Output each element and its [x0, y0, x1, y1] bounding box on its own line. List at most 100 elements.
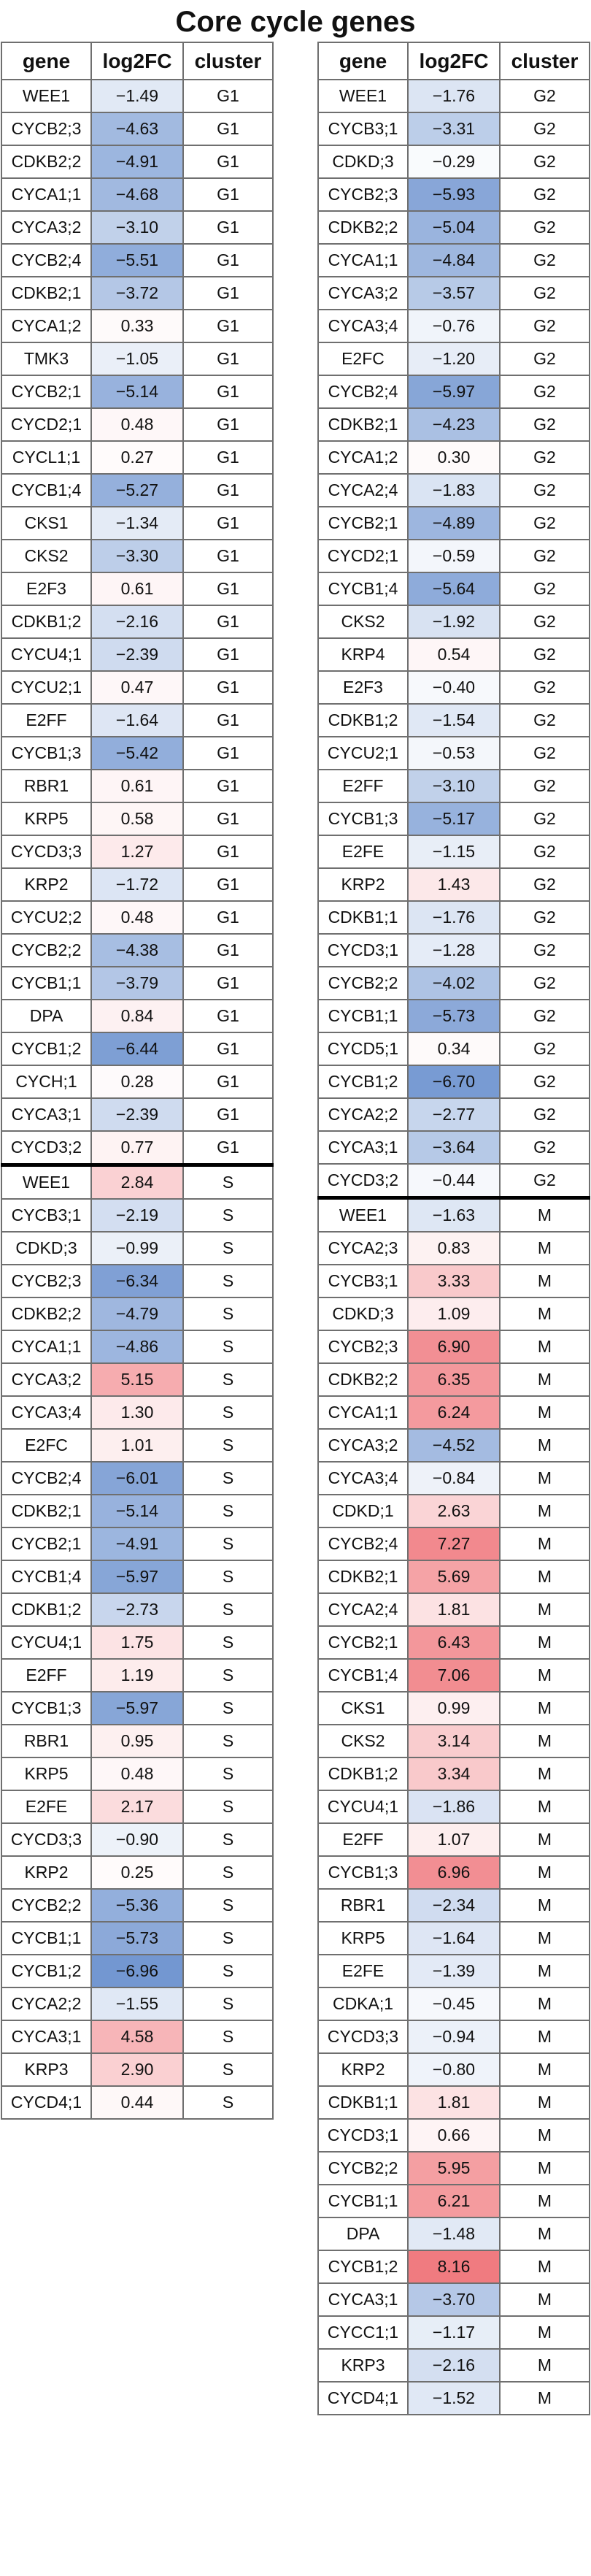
- gene-cell: CYCU4;1: [1, 637, 92, 672]
- cluster-cell: S: [182, 1264, 274, 1298]
- gene-cell: CYCD3;1: [317, 933, 409, 967]
- table-row: CYCB2;3 −5.93 G2: [317, 177, 590, 212]
- gene-cell: CDKB2;1: [1, 276, 92, 310]
- gene-cell: CYCB1;4: [1, 1560, 92, 1594]
- gene-cell: E2F3: [317, 670, 409, 705]
- cluster-cell: M: [499, 1330, 590, 1364]
- log2fc-cell: 1.81: [407, 1592, 501, 1627]
- log2fc-cell: 0.27: [90, 440, 184, 475]
- table-row: CDKB1;2 −2.16 G1: [1, 605, 274, 639]
- cluster-cell: G2: [499, 802, 590, 836]
- cluster-cell: M: [499, 2052, 590, 2087]
- gene-cell: CYCL1;1: [1, 440, 92, 475]
- gene-cell: CDKB2;2: [317, 210, 409, 245]
- gene-cell: CYCA2;2: [1, 1987, 92, 2021]
- table-row: CDKB2;2 −4.79 S: [1, 1297, 274, 1331]
- log2fc-cell: −4.84: [407, 243, 501, 277]
- log2fc-cell: 0.66: [407, 2118, 501, 2153]
- cluster-cell: G1: [182, 572, 274, 606]
- table-row: CDKB2;1 −5.14 S: [1, 1494, 274, 1528]
- log2fc-cell: 6.43: [407, 1625, 501, 1660]
- cluster-cell: G2: [499, 835, 590, 869]
- table-row: E2FE −1.39 M: [317, 1954, 590, 1988]
- cluster-cell: G2: [499, 933, 590, 967]
- gene-cell: CYCB1;3: [317, 802, 409, 836]
- log2fc-cell: 4.58: [90, 2020, 184, 2054]
- table-row: E2FF −3.10 G2: [317, 769, 590, 803]
- log2fc-cell: −2.16: [407, 2348, 501, 2383]
- table-row: CYCB1;1 6.21 M: [317, 2184, 590, 2218]
- log2fc-cell: 1.09: [407, 1297, 501, 1331]
- gene-cell: CYCD3;2: [1, 1130, 92, 1166]
- gene-cell: CYCB1;1: [1, 1921, 92, 1955]
- cluster-cell: G1: [182, 342, 274, 376]
- cluster-cell: S: [182, 2085, 274, 2120]
- table-row: CYCU4;1 −1.86 M: [317, 1790, 590, 1824]
- cluster-cell: M: [499, 1395, 590, 1430]
- log2fc-cell: −1.39: [407, 1954, 501, 1988]
- gene-cell: CYCA3;1: [317, 2282, 409, 2317]
- cluster-cell: M: [499, 1855, 590, 1890]
- table-row: CDKB2;2 −4.91 G1: [1, 145, 274, 179]
- table-row: CYCA1;2 0.33 G1: [1, 309, 274, 343]
- cluster-cell: S: [182, 1658, 274, 1693]
- cluster-cell: M: [499, 1954, 590, 1988]
- gene-cell: CKS2: [1, 539, 92, 573]
- log2fc-cell: −0.44: [407, 1163, 501, 1199]
- gene-cell: CKS1: [1, 506, 92, 540]
- log2fc-cell: −1.48: [407, 2217, 501, 2251]
- log2fc-cell: −2.19: [90, 1198, 184, 1233]
- gene-cell: CYCA3;4: [1, 1395, 92, 1430]
- cluster-cell: G1: [182, 802, 274, 836]
- gene-cell: CYCA3;2: [1, 1362, 92, 1397]
- table-row: CYCB2;4 −5.51 G1: [1, 243, 274, 277]
- gene-cell: CDKB1;2: [1, 1592, 92, 1627]
- gene-cell: CYCB2;2: [1, 933, 92, 967]
- cluster-cell: M: [499, 1888, 590, 1923]
- log2fc-cell: −1.54: [407, 703, 501, 737]
- table-row: E2FE 2.17 S: [1, 1790, 274, 1824]
- log2fc-cell: −2.39: [90, 637, 184, 672]
- cluster-cell: S: [182, 1921, 274, 1955]
- cluster-cell: M: [499, 1790, 590, 1824]
- log2fc-cell: 2.84: [90, 1163, 184, 1200]
- column-header-log2fc: log2FC: [90, 42, 184, 80]
- table-row: CYCU4;1 −2.39 G1: [1, 637, 274, 672]
- cluster-cell: G1: [182, 1130, 274, 1166]
- log2fc-cell: −1.83: [407, 473, 501, 507]
- gene-cell: CYCD5;1: [317, 1032, 409, 1066]
- log2fc-cell: −5.14: [90, 1494, 184, 1528]
- log2fc-cell: 0.61: [90, 572, 184, 606]
- table-row: CYCB1;4 7.06 M: [317, 1658, 590, 1693]
- chart-title: Core cycle genes: [175, 6, 416, 38]
- table-row: CYCA3;4 1.30 S: [1, 1395, 274, 1430]
- gene-cell: WEE1: [317, 1196, 409, 1233]
- log2fc-cell: −5.97: [407, 375, 501, 409]
- log2fc-cell: −4.63: [90, 112, 184, 146]
- log2fc-cell: 1.75: [90, 1625, 184, 1660]
- table-row: CYCB1;2 −6.96 S: [1, 1954, 274, 1988]
- log2fc-cell: −0.40: [407, 670, 501, 705]
- cluster-cell: S: [182, 1395, 274, 1430]
- table-row: CDKD;3 −0.29 G2: [317, 145, 590, 179]
- gene-cell: CKS1: [317, 1691, 409, 1725]
- log2fc-cell: 0.58: [90, 802, 184, 836]
- table-row: DPA −1.48 M: [317, 2217, 590, 2251]
- cluster-cell: G2: [499, 1065, 590, 1099]
- cluster-cell: M: [499, 2118, 590, 2153]
- log2fc-cell: −0.45: [407, 1987, 501, 2021]
- log2fc-cell: −5.42: [90, 736, 184, 770]
- gene-cell: CYCH;1: [1, 1065, 92, 1099]
- cluster-cell: M: [499, 1625, 590, 1660]
- log2fc-cell: −6.01: [90, 1461, 184, 1495]
- cluster-cell: G2: [499, 1032, 590, 1066]
- gene-cell: CYCA3;4: [317, 1461, 409, 1495]
- gene-cell: CYCB1;3: [317, 1855, 409, 1890]
- gene-cell: CYCA2;3: [317, 1231, 409, 1265]
- log2fc-cell: −1.72: [90, 867, 184, 902]
- gene-cell: DPA: [317, 2217, 409, 2251]
- table-row: RBR1 0.61 G1: [1, 769, 274, 803]
- gene-cell: CYCB1;1: [317, 2184, 409, 2218]
- table-row: CDKD;3 1.09 M: [317, 1297, 590, 1331]
- log2fc-cell: −4.89: [407, 506, 501, 540]
